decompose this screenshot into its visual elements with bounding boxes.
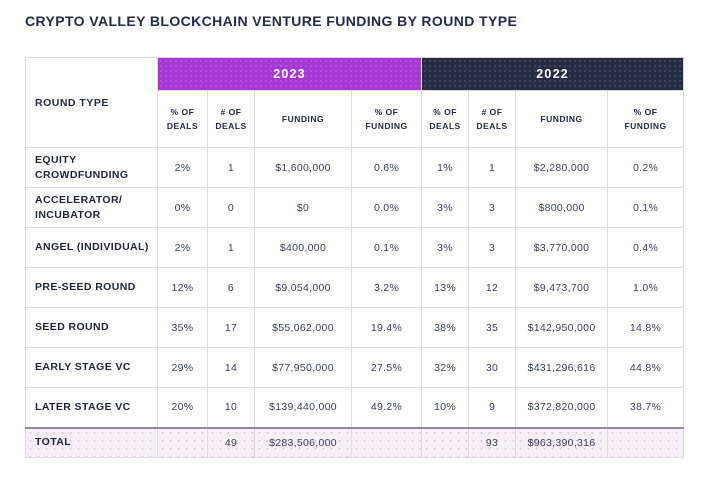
value-cell: 1% [421, 147, 470, 188]
col-header-num-deals-2023: # OF DEALS [207, 90, 255, 148]
value-cell: $0 [254, 187, 352, 228]
table-row: ANGEL (INDIVIDUAL) 2% 1 $400,000 0.1% 3% 3 $3,7… [25, 227, 685, 268]
page: CRYPTO VALLEY BLOCKCHAIN VENTURE FUNDING… [25, 13, 685, 458]
value-cell: 17 [207, 307, 255, 348]
value-cell: 0.1% [350, 227, 423, 268]
value-cell: 27.5% [350, 347, 423, 388]
col-header-funding-2022: FUNDING [515, 90, 609, 148]
value-cell: 38.7% [607, 387, 685, 428]
value-cell: 0 [207, 187, 255, 228]
value-cell: 1 [207, 227, 255, 268]
value-cell [607, 426, 685, 458]
value-cell: $431,296,616 [515, 347, 609, 388]
value-cell [157, 426, 208, 458]
value-cell: 3% [421, 187, 470, 228]
value-cell: 2% [157, 147, 208, 188]
value-cell: 14.8% [607, 307, 685, 348]
round-type-cell: ACCELERATOR/​INCUBATOR [25, 187, 158, 228]
value-cell: $142,950,000 [515, 307, 609, 348]
col-header-funding-2023: FUNDING [254, 90, 352, 148]
value-cell: 0.4% [607, 227, 685, 268]
round-type-header: ROUND TYPE [25, 57, 158, 148]
value-cell: 32% [421, 347, 470, 388]
value-cell: 14 [207, 347, 255, 388]
table-row: PRE-SEED ROUND 12% 6 $9,054,000 3.2% 13% 12 $9,… [25, 267, 685, 308]
col-header-pct-deals-2023: % OF DEALS [157, 90, 208, 148]
value-cell: 44.8% [607, 347, 685, 388]
value-cell: $400,000 [254, 227, 352, 268]
funding-table: ROUND TYPE 2023 2022 % OF DEALS # OF DEA… [25, 57, 685, 458]
value-cell: 38% [421, 307, 470, 348]
value-cell: 49.2% [350, 387, 423, 428]
value-cell [421, 426, 470, 458]
value-cell: 30 [468, 347, 517, 388]
value-cell: 3.2% [350, 267, 423, 308]
value-cell: $963,390,316 [515, 426, 609, 458]
table-row: SEED ROUND 35% 17 $55,062,000 19.4% 38% 35 $142… [25, 307, 685, 348]
table-body: EQUITY CROWDFUNDING 2% 1 $1,600,000 0.6% 1% 1 $… [25, 147, 685, 458]
value-cell: 93 [468, 426, 517, 458]
round-type-cell: PRE-SEED ROUND [25, 267, 158, 308]
table-row: LATER STAGE VC 20% 10 $139,440,000 49.2% 10% 9… [25, 387, 685, 428]
value-cell: 20% [157, 387, 208, 428]
value-cell: 1 [207, 147, 255, 188]
value-cell: 10% [421, 387, 470, 428]
value-cell: 6 [207, 267, 255, 308]
value-cell: $2,280,000 [515, 147, 609, 188]
col-header-pct-funding-2023: % OF FUNDING [350, 90, 423, 148]
value-cell: 12 [468, 267, 517, 308]
value-cell: 10 [207, 387, 255, 428]
value-cell: 9 [468, 387, 517, 428]
col-header-pct-deals-2022: % OF DEALS [421, 90, 470, 148]
col-header-pct-funding-2022: % OF FUNDING [607, 90, 685, 148]
value-cell: 49 [207, 426, 255, 458]
value-cell: 0% [157, 187, 208, 228]
value-cell: 0.0% [350, 187, 423, 228]
total-row: TOTAL 49 $283,506,000 93 $963,390,316 [25, 426, 685, 458]
value-cell: 13% [421, 267, 470, 308]
round-type-cell: LATER STAGE VC [25, 387, 158, 428]
value-cell: 3 [468, 227, 517, 268]
value-cell: 2% [157, 227, 208, 268]
value-cell: 3% [421, 227, 470, 268]
value-cell: $77,950,000 [254, 347, 352, 388]
col-header-num-deals-2022: # OF DEALS [468, 90, 517, 148]
sub-header-row: % OF DEALS # OF DEALS FUNDING % OF FUNDI… [26, 90, 685, 148]
value-cell: 0.6% [350, 147, 423, 188]
value-cell: $3,770,000 [515, 227, 609, 268]
year-2023-header: 2023 [156, 57, 423, 91]
value-cell: 29% [157, 347, 208, 388]
page-title: CRYPTO VALLEY BLOCKCHAIN VENTURE FUNDING… [25, 13, 518, 29]
table-row: EARLY STAGE VC 29% 14 $77,950,000 27.5% 32% 30… [25, 347, 685, 388]
value-cell: $372,820,000 [515, 387, 609, 428]
year-header-row: ROUND TYPE 2023 2022 [25, 57, 685, 148]
round-type-cell: SEED ROUND [25, 307, 158, 348]
value-cell: $800,000 [515, 187, 609, 228]
value-cell: $283,506,000 [254, 426, 352, 458]
value-cell: $9,473,700 [515, 267, 609, 308]
value-cell: 19.4% [350, 307, 423, 348]
value-cell: $139,440,000 [254, 387, 352, 428]
value-cell: 0.2% [607, 147, 685, 188]
round-type-cell: EARLY STAGE VC [25, 347, 158, 388]
value-cell: 35% [157, 307, 208, 348]
value-cell: 12% [157, 267, 208, 308]
value-cell: $55,062,000 [254, 307, 352, 348]
year-2022-header: 2022 [421, 57, 685, 91]
table-row: EQUITY CROWDFUNDING 2% 1 $1,600,000 0.6% 1% 1 $… [25, 147, 685, 188]
value-cell: 3 [468, 187, 517, 228]
value-cell: 1.0% [607, 267, 685, 308]
round-type-cell: ANGEL (INDIVIDUAL) [25, 227, 158, 268]
value-cell: $1,600,000 [254, 147, 352, 188]
round-type-cell: EQUITY CROWDFUNDING [25, 147, 158, 188]
value-cell: 35 [468, 307, 517, 348]
value-cell: 0.1% [607, 187, 685, 228]
value-cell: $9,054,000 [254, 267, 352, 308]
value-cell: 1 [468, 147, 517, 188]
table-row: ACCELERATOR/​INCUBATOR 0% 0 $0 0.0% 3% 3 $800,0… [25, 187, 685, 228]
round-type-cell: TOTAL [25, 426, 158, 458]
value-cell [350, 426, 423, 458]
